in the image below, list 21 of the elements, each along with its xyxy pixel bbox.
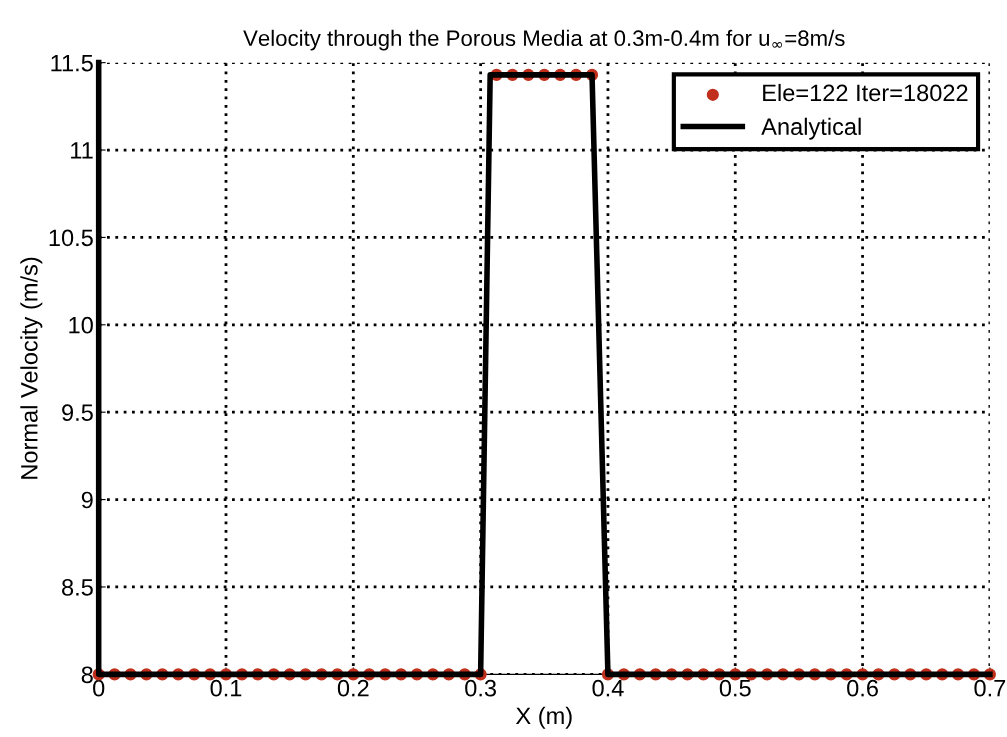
legend-label: Ele=122 Iter=18022: [763, 83, 968, 102]
y-tick-label: 11.5: [51, 54, 93, 72]
x-tick-label: 0.6: [847, 679, 878, 697]
y-tick-label: 10: [69, 316, 93, 334]
y-tick-label: 11: [71, 142, 93, 159]
x-tick-label: 0.4: [592, 679, 624, 697]
y-tick-label: 8: [81, 666, 93, 684]
y-axis-title: Normal Velocity (m/s): [20, 257, 43, 479]
x-axis-title: X (m): [515, 706, 572, 729]
y-tick-label: 8.5: [62, 579, 93, 596]
x-tick-label: 0: [93, 679, 105, 697]
y-tick-label: 10.5: [49, 229, 93, 247]
chart-title: Velocity through the Porous Media at 0.3m-0.4m for u$_{∞}$=8m/s: [243, 29, 845, 51]
x-tick-label: 0.2: [337, 679, 369, 697]
x-tick-label: 0.7: [974, 679, 1006, 697]
x-tick-label: 0.1: [210, 679, 242, 697]
legend-label: Analytical: [761, 117, 861, 140]
y-tick-label: 9: [81, 491, 93, 509]
x-tick-label: 0.3: [465, 679, 496, 697]
x-tick-label: 0.5: [719, 679, 751, 697]
y-tick-label: 9.5: [62, 404, 93, 421]
